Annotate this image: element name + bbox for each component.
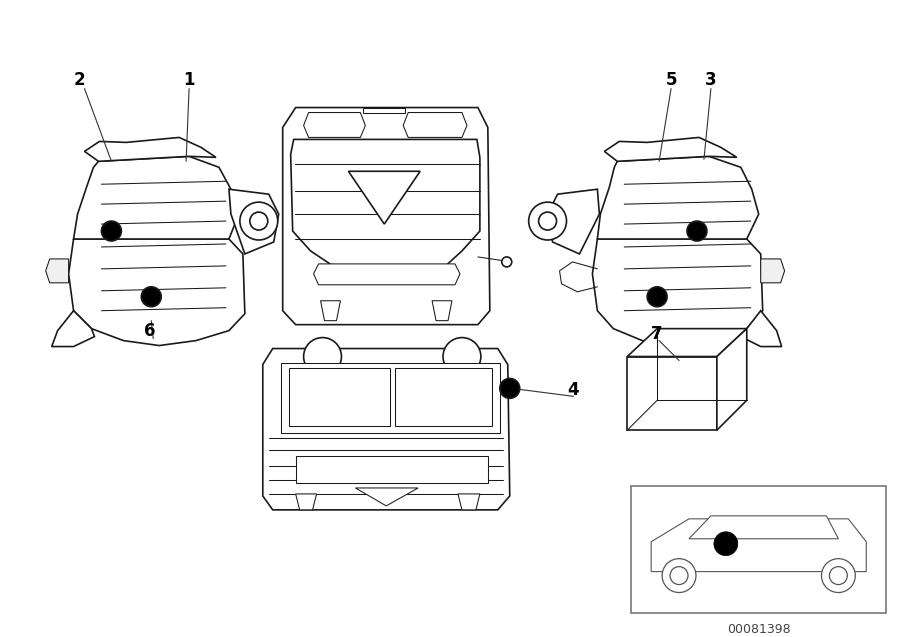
- Polygon shape: [364, 108, 405, 113]
- Polygon shape: [356, 488, 418, 506]
- Circle shape: [240, 202, 278, 240]
- Polygon shape: [547, 189, 599, 254]
- Text: 00081398: 00081398: [727, 623, 790, 636]
- Polygon shape: [313, 264, 460, 285]
- Text: 3: 3: [705, 71, 716, 89]
- Polygon shape: [395, 368, 491, 426]
- Polygon shape: [458, 494, 480, 510]
- Polygon shape: [303, 113, 365, 138]
- Circle shape: [647, 287, 667, 307]
- Circle shape: [250, 212, 268, 230]
- Polygon shape: [229, 189, 279, 254]
- Circle shape: [662, 559, 696, 592]
- Polygon shape: [598, 156, 759, 239]
- Circle shape: [502, 257, 512, 267]
- Polygon shape: [68, 239, 245, 345]
- Text: 5: 5: [665, 71, 677, 89]
- Polygon shape: [403, 113, 467, 138]
- Circle shape: [822, 559, 855, 592]
- Circle shape: [538, 212, 556, 230]
- Circle shape: [670, 567, 688, 585]
- Polygon shape: [295, 456, 488, 483]
- Polygon shape: [46, 259, 68, 283]
- Circle shape: [303, 338, 341, 375]
- Polygon shape: [432, 301, 452, 320]
- Text: 1: 1: [184, 71, 194, 89]
- Polygon shape: [51, 311, 94, 347]
- Text: 6: 6: [143, 322, 155, 340]
- Circle shape: [528, 202, 566, 240]
- Polygon shape: [320, 301, 340, 320]
- Polygon shape: [652, 519, 867, 571]
- Polygon shape: [295, 494, 317, 510]
- Polygon shape: [283, 108, 490, 325]
- Polygon shape: [741, 311, 781, 347]
- Polygon shape: [760, 259, 785, 283]
- Circle shape: [714, 532, 738, 555]
- Polygon shape: [592, 239, 762, 345]
- Text: 7: 7: [652, 325, 663, 343]
- Circle shape: [443, 338, 481, 375]
- Polygon shape: [605, 138, 737, 161]
- Polygon shape: [281, 364, 500, 433]
- Circle shape: [500, 378, 519, 398]
- Circle shape: [687, 221, 707, 241]
- Circle shape: [102, 221, 122, 241]
- Polygon shape: [291, 140, 480, 283]
- Polygon shape: [717, 329, 747, 430]
- Polygon shape: [627, 329, 747, 357]
- Bar: [631, 486, 886, 613]
- Text: 4: 4: [568, 382, 580, 399]
- Polygon shape: [289, 368, 391, 426]
- Circle shape: [830, 567, 847, 585]
- Polygon shape: [689, 516, 839, 539]
- Circle shape: [141, 287, 161, 307]
- Polygon shape: [627, 357, 717, 430]
- Polygon shape: [263, 348, 509, 510]
- Polygon shape: [74, 156, 238, 239]
- Polygon shape: [348, 171, 420, 224]
- Polygon shape: [85, 138, 216, 161]
- Text: 2: 2: [74, 71, 86, 89]
